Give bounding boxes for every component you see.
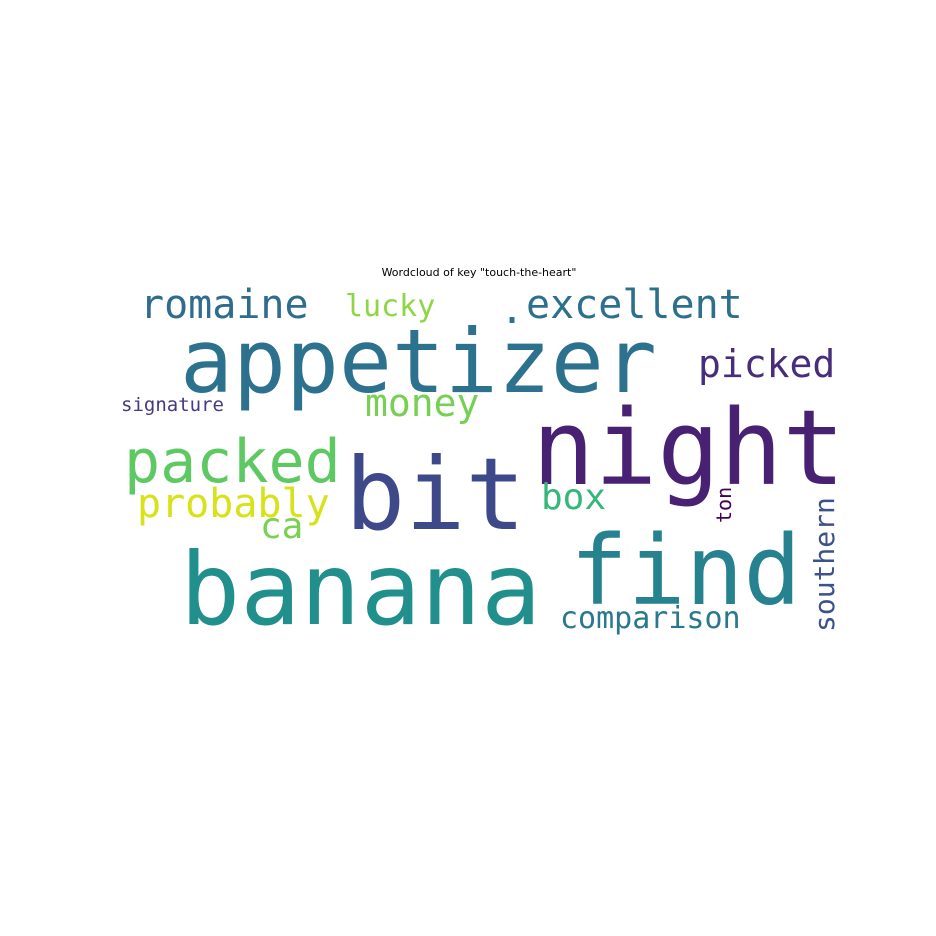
- word-packed: packed: [124, 427, 341, 497]
- word-ca: ca: [260, 506, 304, 547]
- word-find: find: [570, 515, 802, 627]
- word-dot: .: [500, 287, 525, 333]
- word-money: money: [365, 381, 480, 425]
- word-picked: picked: [698, 342, 836, 386]
- word-ton: ton: [712, 486, 736, 523]
- chart-title: Wordcloud of key "touch-the-heart": [381, 266, 577, 279]
- word-appetizer: appetizer: [180, 310, 657, 413]
- word-comparison: comparison: [560, 601, 741, 636]
- word-lucky: lucky: [345, 289, 436, 324]
- word-box: box: [541, 477, 607, 518]
- word-excellent: excellent: [526, 282, 743, 328]
- word-romaine: romaine: [140, 282, 309, 328]
- word-signature: signature: [121, 394, 224, 416]
- word-night: night: [532, 387, 846, 509]
- word-southern: southern: [808, 497, 841, 632]
- word-probably: probably: [137, 481, 330, 527]
- word-bit: bit: [345, 436, 526, 553]
- word-banana: banana: [180, 531, 542, 648]
